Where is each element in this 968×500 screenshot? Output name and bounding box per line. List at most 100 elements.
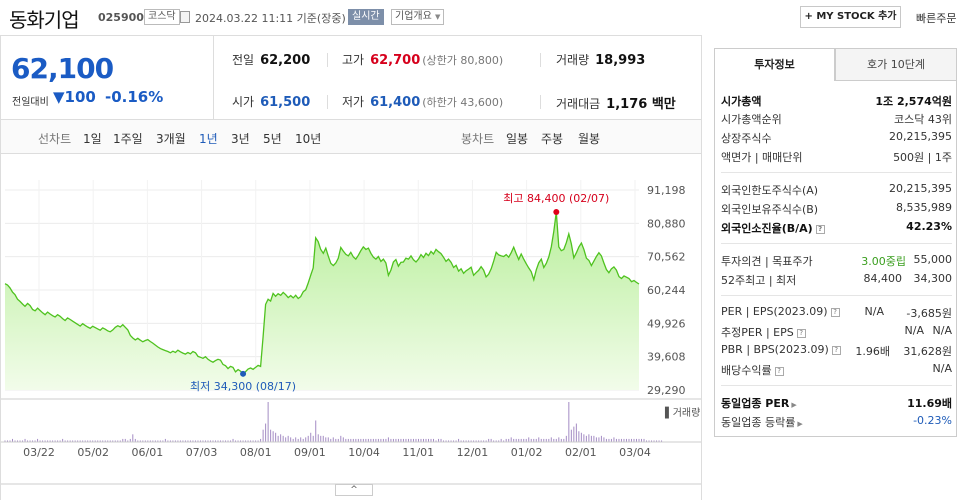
volume-bar (430, 438, 432, 442)
period-1y[interactable]: 1년 (199, 132, 218, 146)
candle-weekly[interactable]: 주봉 (541, 132, 564, 146)
volume-bar (147, 440, 149, 442)
volume-bar (613, 437, 615, 442)
quote-timestamp: 2024.03.22 11:11 기준(장중) (195, 12, 346, 25)
volume-bar (490, 438, 492, 442)
volume-bar (595, 437, 597, 442)
period-3m[interactable]: 3개월 (156, 132, 186, 146)
help-icon[interactable]: ? (815, 224, 825, 234)
add-mystock-button[interactable]: + MY STOCK 추가 (800, 6, 901, 28)
volume-bar (342, 437, 344, 442)
volume-bar (568, 402, 570, 442)
volume-bar (428, 438, 430, 442)
collapse-chart-button[interactable]: ^ (335, 484, 373, 496)
help-icon[interactable]: ? (774, 366, 784, 376)
candle-monthly[interactable]: 월봉 (578, 132, 601, 146)
foreign-limit-value: 20,215,395 (889, 182, 952, 195)
volume-bar (658, 440, 660, 442)
document-icon[interactable] (180, 11, 190, 23)
y-tick-label: 91,198 (647, 184, 686, 197)
volume-bar (310, 432, 312, 442)
company-info-dropdown[interactable]: 기업개요 ▼ (391, 9, 445, 25)
volume-bar (372, 438, 374, 442)
volume-bar (555, 438, 557, 442)
x-tick-label: 05/02 (77, 446, 109, 459)
x-tick-label: 03/22 (23, 446, 55, 459)
realtime-button[interactable]: 실시간 (348, 9, 384, 25)
volume-bar (62, 438, 64, 442)
volume-bar (347, 438, 349, 442)
help-icon[interactable]: ? (830, 307, 840, 317)
volume-bar (395, 438, 397, 442)
volume-bar (410, 438, 412, 442)
row-est-per: 추정PER | EPS? N/A N/A (721, 324, 952, 342)
volume-bar (528, 437, 530, 442)
row-industry-change[interactable]: 동일업종 등락률 ▶ -0.23% (721, 414, 952, 432)
period-1d[interactable]: 1일 (83, 132, 102, 146)
period-5y[interactable]: 5년 (263, 132, 282, 146)
volume-bar (483, 440, 485, 442)
volume-bar (57, 440, 59, 442)
tab-order-book[interactable]: 호가 10단계 (835, 48, 957, 81)
volume-bar (488, 438, 490, 442)
x-tick-label: 12/01 (457, 446, 489, 459)
tab-invest-info[interactable]: 투자정보 (714, 48, 835, 81)
volume-bar (633, 438, 635, 442)
volume-bar (142, 440, 144, 442)
period-10y[interactable]: 10년 (295, 132, 322, 146)
period-1w[interactable]: 1주일 (113, 132, 143, 146)
volume-bar (152, 440, 154, 442)
x-tick-label: 03/04 (619, 446, 651, 459)
volume-bar (543, 438, 545, 442)
volume-bar (465, 440, 467, 442)
x-tick-label: 02/01 (565, 446, 597, 459)
stat-amount-label: 거래대금 (556, 97, 601, 111)
volume-bar (292, 438, 294, 442)
dividend-label: 배당수익률 (721, 364, 772, 377)
volume-bar (605, 438, 607, 442)
row-foreign-hold: 외국인보유주식수(B) 8,535,989 (721, 201, 952, 219)
volume-bar (12, 438, 14, 442)
volume-bar (407, 438, 409, 442)
volume-bar (550, 437, 552, 442)
volume-bar (265, 423, 267, 442)
quick-order-link[interactable]: 빠른주문 (916, 12, 957, 25)
high-marker (553, 208, 560, 215)
volume-bar (232, 438, 234, 442)
volume-bar (37, 438, 39, 442)
volume-bar (29, 440, 31, 442)
help-icon[interactable]: ? (796, 328, 806, 338)
volume-bar (307, 435, 309, 442)
chevron-down-icon: ▼ (435, 13, 441, 21)
volume-bar (558, 437, 560, 442)
volume-bar (578, 431, 580, 442)
volume-bar (593, 435, 595, 442)
period-3y[interactable]: 3년 (231, 132, 250, 146)
volume-bar (72, 440, 74, 442)
volume-bar (412, 438, 414, 442)
row-industry-per[interactable]: 동일업종 PER ▶ 11.69배 (721, 395, 952, 413)
stat-volume: 거래량 18,993 (556, 51, 645, 68)
volume-bar (262, 429, 264, 442)
volume-bar (189, 440, 191, 442)
volume-bar (588, 434, 590, 442)
help-icon[interactable]: ? (831, 345, 841, 355)
volume-bar (207, 440, 209, 442)
volume-bar (162, 440, 164, 442)
down-arrow-icon: ▼ (53, 88, 65, 106)
volume-bar (420, 438, 422, 442)
volume-bar (625, 438, 627, 442)
volume-bar (302, 438, 304, 442)
volume-bar (523, 438, 525, 442)
volume-bar (598, 437, 600, 442)
volume-bar (102, 440, 104, 442)
candle-daily[interactable]: 일봉 (506, 132, 529, 146)
price-chart[interactable]: 91,198 80,880 70,562 60,244 49,926 39,608 29,2… (1, 154, 701, 500)
volume-bar (387, 437, 389, 442)
volume-bar (445, 440, 447, 442)
x-tick-label: 10/04 (348, 446, 380, 459)
volume-bar (247, 440, 249, 442)
volume-bar (560, 438, 562, 442)
opinion-value: 3.00중립 (861, 255, 906, 268)
industry-change-value: -0.23% (913, 414, 952, 427)
